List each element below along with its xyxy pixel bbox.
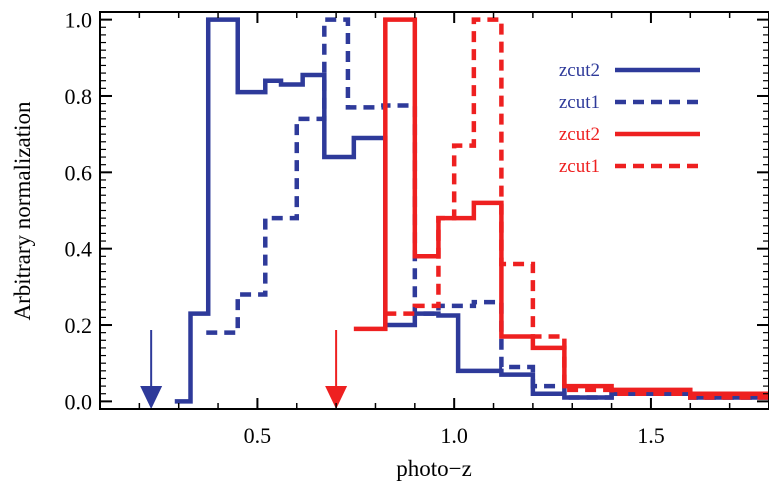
series-1-line (206, 17, 769, 400)
tick-layer: 0.5 1.0 1.5 0.0 0.2 0.4 0.6 0.8 1.0 (65, 8, 769, 448)
legend-label: zcut1 (559, 156, 600, 177)
legend-label: zcut1 (559, 92, 600, 113)
legend-label: zcut2 (559, 60, 600, 81)
series-3-line (385, 17, 769, 400)
y-tick-label: 1.0 (65, 8, 93, 33)
series-layer (174, 17, 769, 404)
marker-layer (140, 330, 348, 409)
arrow-marker-0 (140, 330, 163, 409)
y-tick-label: 0.0 (65, 389, 93, 414)
y-axis-title: Arbitrary normalization (10, 101, 35, 321)
legend-label: zcut2 (559, 124, 600, 145)
y-tick-label: 0.4 (65, 237, 93, 262)
arrow-marker-1 (325, 330, 348, 409)
x-tick-label: 0.5 (244, 423, 272, 448)
x-tick-label: 1.0 (440, 423, 468, 448)
x-axis-title: photo−z (396, 456, 472, 481)
y-tick-label: 0.6 (65, 160, 93, 185)
x-tick-label: 1.5 (637, 423, 665, 448)
y-tick-label: 0.8 (65, 84, 93, 109)
legend: zcut2 zcut1 zcut2 zcut1 (559, 60, 700, 177)
y-tick-label: 0.2 (65, 313, 93, 338)
